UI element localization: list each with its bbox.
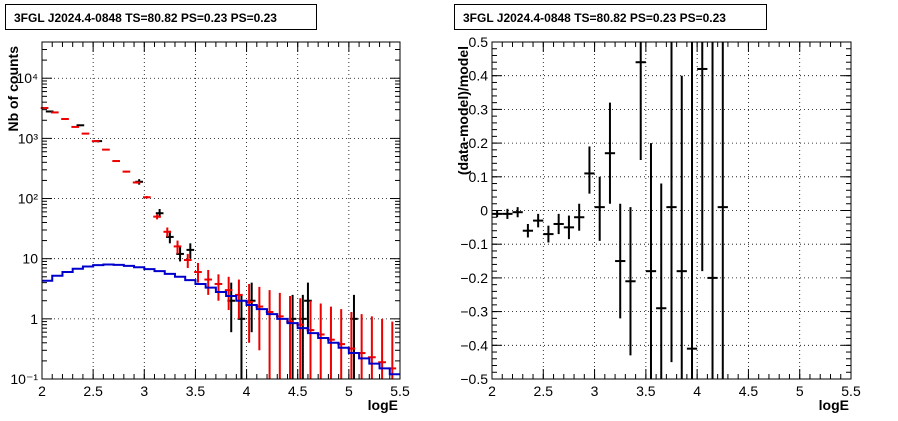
data-point bbox=[533, 213, 544, 228]
data-point bbox=[686, 42, 698, 379]
x-tick-label: 2.5 bbox=[83, 383, 103, 399]
data-point bbox=[492, 210, 503, 218]
y-tick-label: 10⁴ bbox=[16, 70, 38, 86]
data-point bbox=[224, 276, 233, 311]
data-point bbox=[163, 227, 172, 237]
y-tick-label: 10⁻¹ bbox=[10, 371, 38, 387]
right-chart: 2 2.5 3 3.5 4 4.5 5 5.5 −0.5 −0.4 −0.3 −0.2 −0.1 0 0.1… bbox=[455, 34, 861, 413]
x-tick-label: 4 bbox=[243, 383, 251, 399]
data-point bbox=[625, 207, 636, 356]
y-tick-label: −0.3 bbox=[460, 304, 488, 320]
data-point bbox=[50, 111, 59, 114]
data-point bbox=[235, 279, 243, 319]
left-chart-title: 3FGL J2024.4-0848 TS=80.82 PS=0.23 PS=0.… bbox=[5, 4, 317, 30]
data-point bbox=[574, 203, 585, 231]
plot-area bbox=[42, 42, 400, 379]
data-point bbox=[368, 316, 376, 379]
data-point bbox=[502, 208, 513, 219]
data-point bbox=[112, 160, 120, 163]
data-point bbox=[143, 196, 151, 199]
left-chart: 2 2.5 3 3.5 4 4.5 5 5.5 10⁻¹ 1 10 10² 10³ 10⁴ logE Nb o… bbox=[5, 41, 410, 413]
y-tick-label: −0.1 bbox=[460, 236, 488, 252]
data-point bbox=[615, 203, 626, 319]
x-tick-label: 4 bbox=[693, 383, 701, 399]
x-tick-label: 5.5 bbox=[841, 383, 861, 399]
data-point bbox=[71, 125, 80, 128]
data-point bbox=[707, 42, 718, 379]
x-tick-label: 5.5 bbox=[390, 383, 410, 399]
data-point bbox=[522, 223, 534, 238]
data-point bbox=[173, 240, 182, 254]
data-point bbox=[717, 42, 728, 379]
x-tick-label: 5 bbox=[345, 383, 353, 399]
y-tick-label: 1 bbox=[30, 311, 38, 327]
x-tick-label: 3.5 bbox=[186, 383, 206, 399]
y-tick-label: −0.4 bbox=[460, 337, 488, 353]
y-tick-label: 0.5 bbox=[469, 34, 489, 50]
plot-frame bbox=[41, 41, 401, 380]
x-tick-label: 4.5 bbox=[739, 383, 759, 399]
data-point bbox=[697, 42, 708, 272]
x-tick-label: 3.5 bbox=[636, 383, 656, 399]
data-point bbox=[61, 117, 69, 120]
data-point bbox=[512, 207, 523, 218]
data-point bbox=[102, 148, 110, 151]
data-point bbox=[81, 132, 90, 135]
x-tick-label: 4.5 bbox=[288, 383, 308, 399]
x-axis-title: logE bbox=[368, 397, 398, 413]
x-tick-label: 5 bbox=[796, 383, 804, 399]
data-point bbox=[635, 42, 646, 160]
y-axis-title: Nb of counts bbox=[5, 46, 21, 132]
right-chart-title: 3FGL J2024.4-0848 TS=80.82 PS=0.23 PS=0.… bbox=[454, 4, 767, 30]
data-point bbox=[194, 262, 202, 283]
x-tick-label: 3 bbox=[591, 383, 599, 399]
left-chart-title-text: 3FGL J2024.4-0848 TS=80.82 PS=0.23 PS=0.… bbox=[14, 11, 277, 25]
data-point bbox=[183, 253, 192, 269]
data-point bbox=[214, 274, 223, 301]
y-tick-label: 10² bbox=[18, 191, 39, 207]
data-point bbox=[132, 181, 141, 184]
data-point bbox=[563, 215, 575, 240]
data-point bbox=[656, 183, 667, 379]
model-histogram-line bbox=[42, 263, 400, 376]
right-chart-title-text: 3FGL J2024.4-0848 TS=80.82 PS=0.23 PS=0.… bbox=[463, 11, 726, 25]
y-tick-label: −0.2 bbox=[460, 270, 488, 286]
data-point bbox=[604, 102, 616, 204]
y-tick-label: 0.4 bbox=[469, 68, 489, 84]
data-point bbox=[645, 143, 657, 379]
data-point bbox=[584, 146, 595, 194]
y-axis-title: (data-model)/model bbox=[455, 46, 471, 175]
x-tick-label: 2 bbox=[488, 383, 496, 399]
data-point bbox=[186, 243, 195, 259]
data-point bbox=[666, 42, 677, 363]
data-point bbox=[543, 225, 554, 243]
y-tick-label: 0.2 bbox=[469, 135, 489, 151]
y-tick-label: 0.1 bbox=[469, 169, 489, 185]
data-point bbox=[204, 269, 213, 295]
data-point bbox=[594, 176, 605, 241]
x-tick-label: 2.5 bbox=[534, 383, 554, 399]
data-point bbox=[122, 170, 131, 173]
x-tick-label: 2 bbox=[38, 383, 46, 399]
y-tick-label: 10³ bbox=[18, 130, 39, 146]
data-point bbox=[553, 213, 564, 235]
data-point bbox=[91, 140, 100, 143]
plot-frame bbox=[491, 41, 852, 380]
y-tick-label: 10 bbox=[22, 251, 38, 267]
data-point bbox=[76, 124, 85, 127]
x-tick-label: 3 bbox=[140, 383, 148, 399]
data-point bbox=[676, 75, 687, 379]
data-point bbox=[153, 214, 161, 220]
y-tick-label: 0.3 bbox=[469, 101, 489, 117]
y-tick-label: 0 bbox=[480, 203, 488, 219]
x-axis-title: logE bbox=[819, 397, 849, 413]
y-tick-label: −0.5 bbox=[460, 371, 488, 387]
